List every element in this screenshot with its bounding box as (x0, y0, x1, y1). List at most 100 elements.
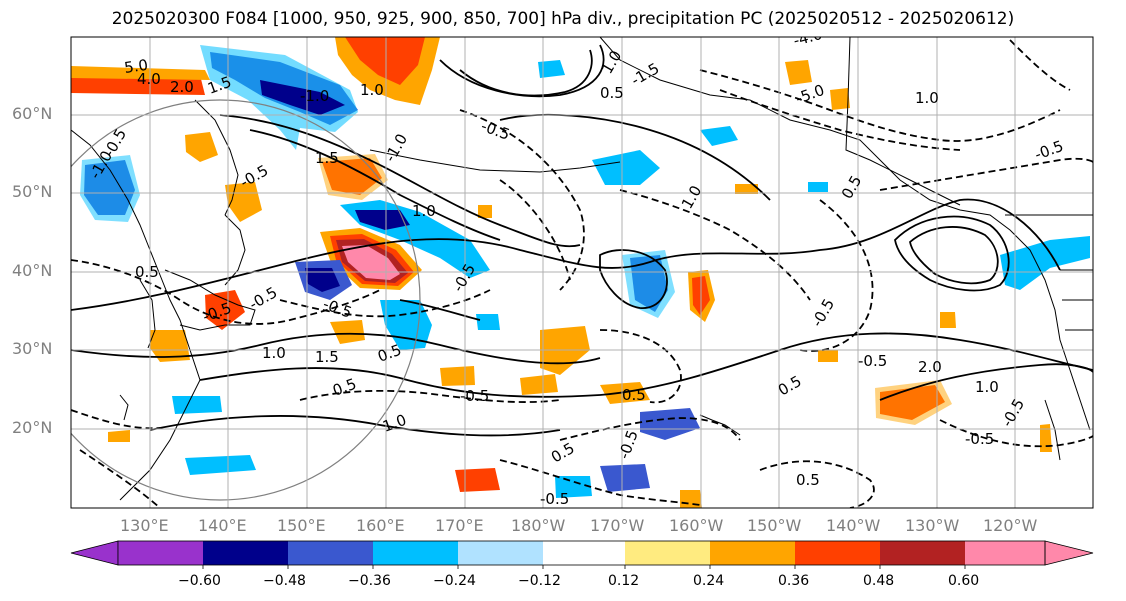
colorbar-bin (965, 541, 1045, 565)
lat-label-30n: 30°N (12, 339, 53, 358)
contour-solid-8 (459, 49, 593, 97)
contour-dash-11 (939, 419, 1093, 448)
precip-shading (71, 37, 1090, 508)
contour-dash-7 (699, 69, 1061, 142)
shade-orange-170d (600, 382, 650, 404)
colorbar-tick-label: −0.12 (518, 573, 561, 589)
contour-label: 0.5 (135, 263, 159, 281)
colorbar-tick-label: 0.12 (608, 573, 640, 589)
shade-orange-stripe (71, 66, 210, 80)
colorbar-tick-marks (202, 565, 966, 569)
contour-label: 0.5 (600, 84, 624, 102)
contour-solid-10 (909, 226, 999, 285)
contour-solid-2 (71, 332, 601, 365)
colorbar-bin (203, 541, 288, 565)
contour-label: 5.0 (123, 56, 149, 77)
contour-label: 1.5 (315, 149, 339, 167)
colorbar-tick-label: 0.48 (863, 573, 895, 589)
contour-label: -1.0 (300, 87, 329, 105)
colorbar-tick-label: −0.36 (348, 573, 391, 589)
shade-orange-ph (108, 430, 130, 442)
contour-dash-10 (879, 157, 1093, 191)
contour-label: -0.5 (965, 430, 994, 448)
colorbar-bin (795, 541, 880, 565)
lon-label-180w: 180°W (511, 516, 566, 535)
shade-orange-175 (735, 184, 758, 194)
contour-dash-6 (619, 189, 811, 301)
contour-solid-5 (219, 114, 581, 248)
lon-label-120w: 120°W (983, 516, 1038, 535)
contour-label: 1.0 (262, 344, 286, 362)
shade-cyan-sub (172, 396, 222, 414)
contour-dash-13 (559, 417, 741, 441)
shade-orange-baja (1040, 424, 1052, 452)
lat-label-50n: 50°N (12, 182, 53, 201)
coast-asia-east (71, 129, 201, 501)
shade-orange-170c (440, 366, 475, 386)
lat-label-20n: 20°N (12, 418, 53, 437)
gridlines (71, 37, 1093, 508)
contour-label: 1.5 (315, 348, 339, 366)
lon-label-130e: 130°E (120, 516, 169, 535)
shade-blue-sub (640, 408, 700, 440)
contour-label: 0.5 (796, 471, 820, 489)
colorbar-tick-label: −0.60 (178, 573, 221, 589)
contour-dash-14 (499, 459, 701, 506)
lat-label-60n: 60°N (12, 104, 53, 123)
colorbar-tick-label: 0.36 (778, 573, 810, 589)
contour-solid-1 (71, 198, 1061, 311)
coast-hawaii (699, 414, 741, 436)
contour-solid-9 (894, 215, 1010, 292)
shade-orange-170b (520, 374, 558, 395)
coast-taiwan (119, 394, 129, 421)
shade-cyan-sub2 (185, 455, 256, 475)
map-content: 5.0 4.0 2.0 1.5 1.0 -1.0 -1.0 -0.5 -0.5 … (71, 37, 1093, 508)
shade-blue-sub3 (600, 464, 650, 492)
coast-kamchatka (194, 99, 239, 216)
contour-dash-3 (299, 389, 561, 403)
shade-cyan-mid (476, 314, 500, 330)
contour-dash-4 (459, 109, 585, 291)
colorbar-bin (625, 541, 710, 565)
contours (71, 44, 1093, 437)
colorbar-bin (543, 541, 625, 565)
lon-label-170w: 170°W (590, 516, 645, 535)
contour-solid-12 (879, 363, 1093, 401)
shade-orange-30 (330, 320, 365, 344)
lon-label-140e: 140°E (198, 516, 247, 535)
shade-cyan-ak3 (538, 60, 565, 78)
contour-solid-6 (249, 129, 501, 241)
shade-cyan-kam (80, 155, 140, 222)
colorbar-bin (880, 541, 965, 565)
contour-solid-7 (439, 44, 605, 98)
lon-label-170e: 170°E (435, 516, 484, 535)
contour-label: 4.0 (137, 70, 161, 88)
contour-label: -0.5 (540, 490, 569, 508)
shade-orange-ak (785, 60, 812, 85)
shade-orange-jp2 (150, 330, 190, 362)
shade-red-sub (455, 468, 500, 492)
colorbar-bin (288, 541, 373, 565)
contour-dash-16 (599, 329, 682, 404)
colorbar-extend-high (1044, 540, 1094, 566)
contour-label: 0.5 (622, 386, 646, 404)
contour-solid-4 (149, 415, 561, 437)
contour-dash-1 (71, 259, 381, 325)
lon-label-150w: 150°W (747, 516, 802, 535)
shade-orange-mid (478, 205, 492, 218)
shade-cyan-ak (592, 150, 660, 185)
shade-navy-w40 (305, 268, 340, 292)
contour-dash-2 (279, 289, 491, 318)
coast-aleutians (369, 149, 621, 173)
shade-orange-hi (875, 380, 952, 425)
contour-label: 2.0 (170, 78, 194, 96)
colorbar (70, 540, 1094, 569)
shade-orange-150 (818, 350, 838, 362)
plot-frame (70, 36, 1094, 509)
colorbar-tick-label: −0.48 (263, 573, 306, 589)
contour-dash-18 (79, 449, 161, 508)
colorbar-tick-label: 0.60 (948, 573, 980, 589)
colorbar-bin (458, 541, 543, 565)
coast-baja (1044, 399, 1061, 461)
